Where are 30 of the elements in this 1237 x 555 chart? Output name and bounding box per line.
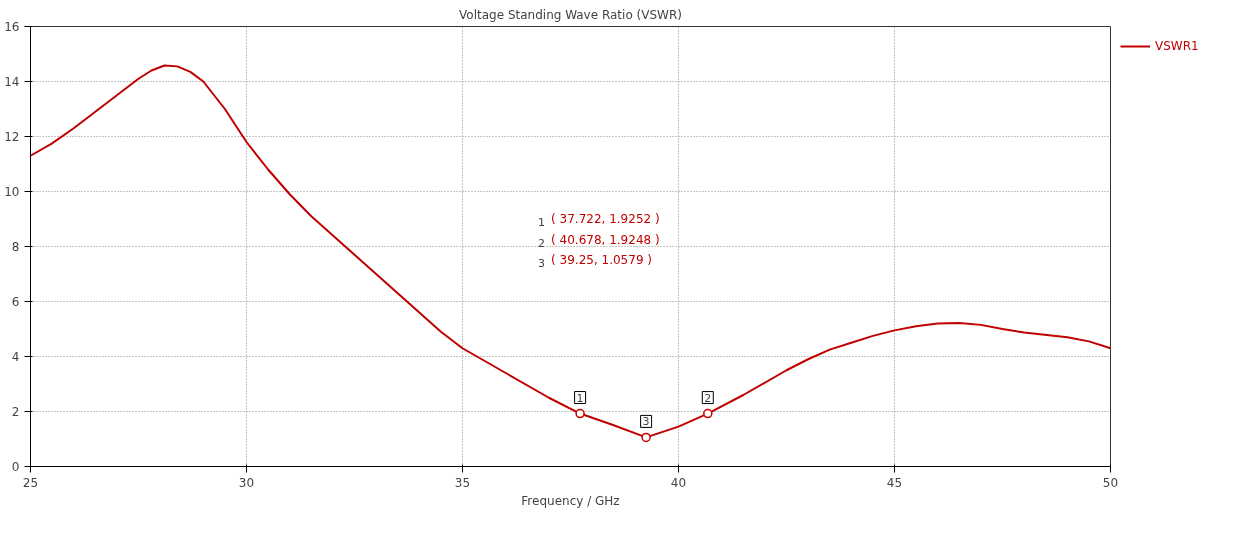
x-tick-label: 50: [1102, 475, 1119, 490]
y-tick-label: 16: [4, 20, 20, 34]
annotation: ( 37.722, 1.9252 ): [551, 211, 660, 226]
x-axis-title: Frequency / GHz: [521, 493, 620, 508]
y-tick-label: 4: [11, 350, 20, 364]
annotation: ( 40.678, 1.9248 ): [551, 232, 660, 247]
x-tick-label: 40: [670, 475, 687, 490]
y-tick-label: 2: [11, 405, 20, 419]
y-tick-label: 12: [4, 130, 20, 144]
x-tick-label: 25: [22, 475, 39, 490]
text: 2: [538, 236, 546, 250]
x-tick-label: 45: [886, 475, 903, 490]
point: [575, 408, 585, 419]
y-tick-label: 8: [11, 240, 20, 254]
y-tick-label: 6: [11, 295, 20, 309]
y-tick-label: 14: [4, 75, 20, 89]
x-tick-label: 35: [454, 475, 471, 490]
annotation: 3: [642, 415, 650, 429]
point: [641, 432, 651, 443]
chart-title: Voltage Standing Wave Ratio (VSWR): [459, 7, 682, 22]
y-tick-label: 10: [4, 185, 20, 199]
x-tick-label: 30: [238, 475, 255, 490]
annotation: 2: [704, 391, 712, 405]
annotation: 1: [576, 391, 584, 405]
y-tick-label: 0: [11, 460, 20, 474]
text: 1: [538, 215, 546, 229]
text: 3: [538, 257, 546, 271]
legend-label: VSWR1: [1155, 39, 1199, 53]
point: [703, 408, 713, 419]
annotation: ( 39.25, 1.0579 ): [551, 253, 653, 268]
